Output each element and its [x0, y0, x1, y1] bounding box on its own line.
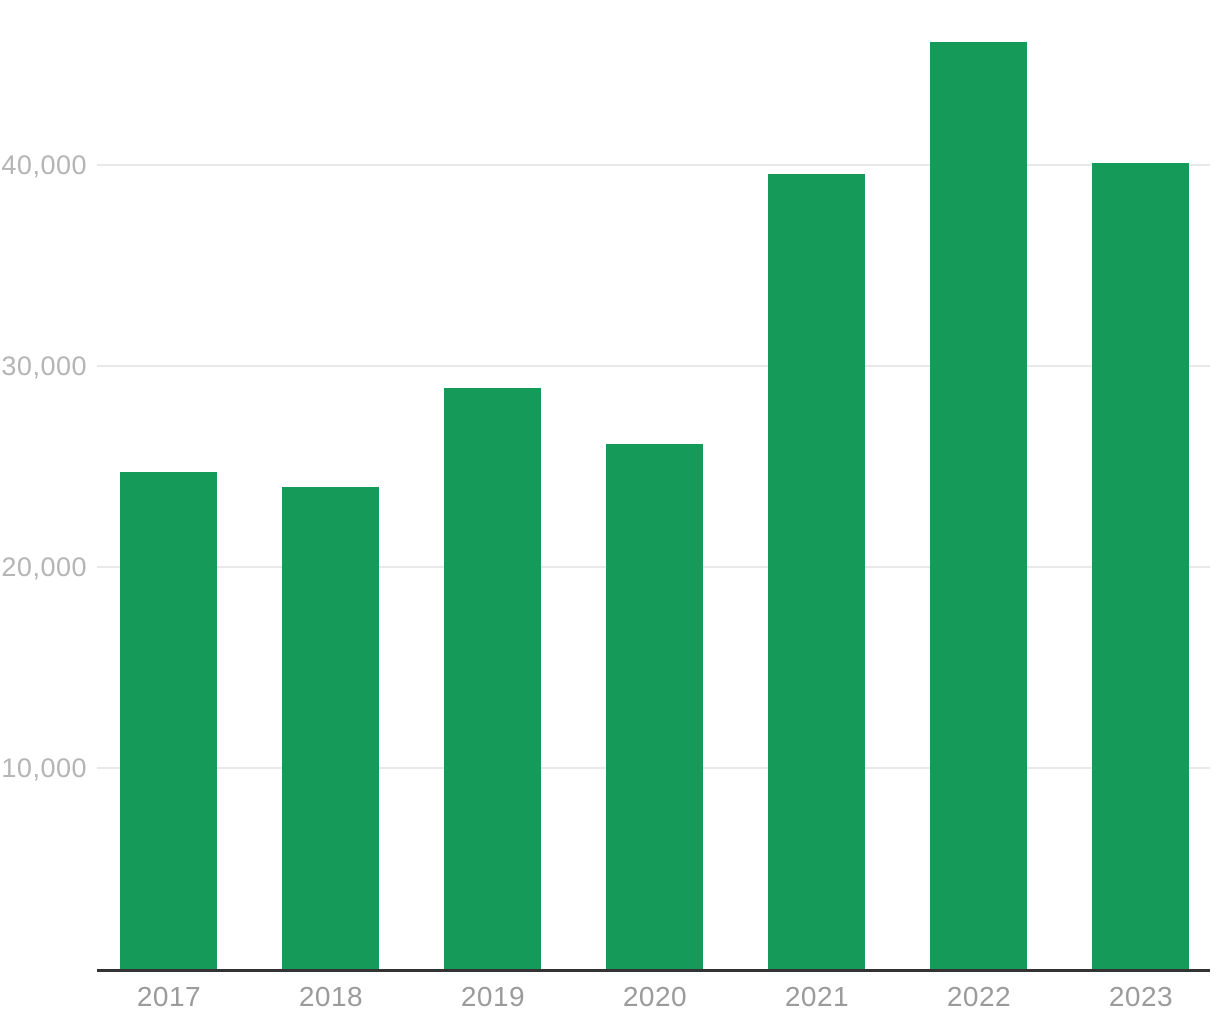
- bar-2018: [282, 487, 379, 969]
- x-tick-label: 2019: [460, 981, 526, 1012]
- gridline-30,000: [97, 364, 1210, 367]
- bar-2019: [444, 388, 541, 969]
- gridline-40,000: [97, 163, 1210, 166]
- y-tick-label: 40,000: [1, 149, 87, 180]
- y-tick-label: 30,000: [1, 350, 87, 381]
- bar-2023: [1092, 163, 1189, 969]
- x-axis-line: [97, 969, 1210, 972]
- y-tick-label: 10,000: [1, 752, 87, 783]
- x-tick-label: 2022: [946, 981, 1012, 1012]
- x-tick-label: 2020: [622, 981, 688, 1012]
- bar-2021: [768, 174, 865, 969]
- bar-2022: [930, 42, 1027, 969]
- x-tick-label: 2021: [784, 981, 850, 1012]
- bar-2020: [606, 444, 703, 969]
- y-tick-label: 20,000: [1, 551, 87, 582]
- x-tick-label: 2018: [298, 981, 364, 1012]
- x-tick-label: 2017: [136, 981, 202, 1012]
- x-tick-label: 2023: [1108, 981, 1174, 1012]
- plot-area: [97, 0, 1210, 969]
- bar-2017: [120, 472, 217, 969]
